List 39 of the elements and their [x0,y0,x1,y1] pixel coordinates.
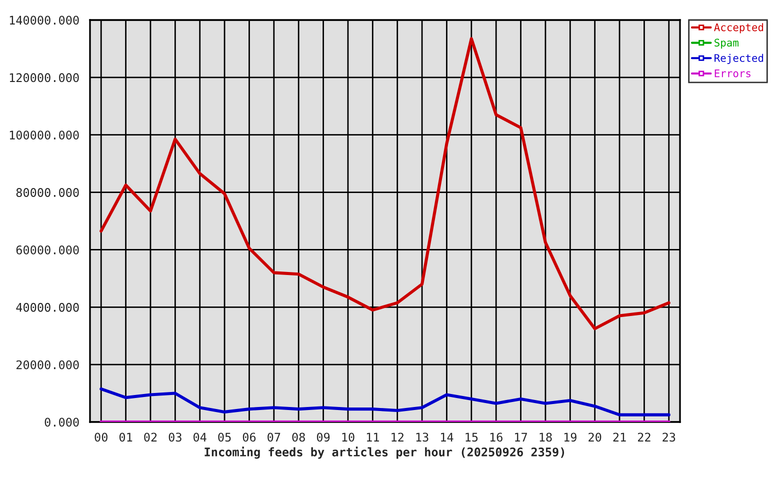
legend-label: Errors [714,70,750,78]
x-tick-label: 13 [416,432,428,442]
x-tick-label: 10 [342,432,354,442]
x-tick-label: 07 [268,432,280,442]
x-tick-label: 23 [662,432,676,442]
legend-label: Rejected [714,54,764,64]
x-tick-label: 20 [588,432,602,442]
x-tick-label: 19 [564,432,576,442]
x-axis-title: Incoming feeds by articles per hour (20250926 2359) [204,446,564,459]
x-tick-label: 01 [119,432,132,442]
x-tick-label: 06 [242,432,256,442]
y-tick-label: 100000.000 [10,130,79,140]
x-tick-label: 16 [490,432,502,442]
x-tick-label: 08 [292,432,305,442]
line-series [100,387,670,416]
x-tick-label: 12 [392,432,404,442]
line-series [100,37,670,330]
x-tick-label: 02 [144,432,157,442]
y-tick-label: 0.000 [44,418,79,427]
x-tick-label: 00 [94,432,108,442]
y-tick-label: 20000.000 [16,360,79,370]
y-tick-label: 60000.000 [16,245,79,254]
x-tick-label: 15 [466,432,478,442]
x-tick-label: 11 [366,432,379,442]
x-tick-label: 22 [638,432,650,442]
x-tick-label: 03 [168,432,182,442]
y-tick-label: 80000.000 [16,188,79,197]
legend-label: Accepted [714,23,764,34]
x-tick-label: 14 [441,432,454,442]
y-tick-label: 40000.000 [16,302,79,312]
x-tick-label: 18 [540,432,552,442]
y-tick-label: 120000.000 [10,73,79,82]
x-tick-label: 21 [613,432,626,442]
x-tick-label: 04 [194,432,206,442]
legend-label: Spam [714,38,738,49]
x-tick-label: 05 [218,432,231,442]
x-tick-label: 17 [515,432,527,442]
x-tick-label: 09 [316,432,330,442]
y-tick-label: 140000.000 [10,16,79,25]
